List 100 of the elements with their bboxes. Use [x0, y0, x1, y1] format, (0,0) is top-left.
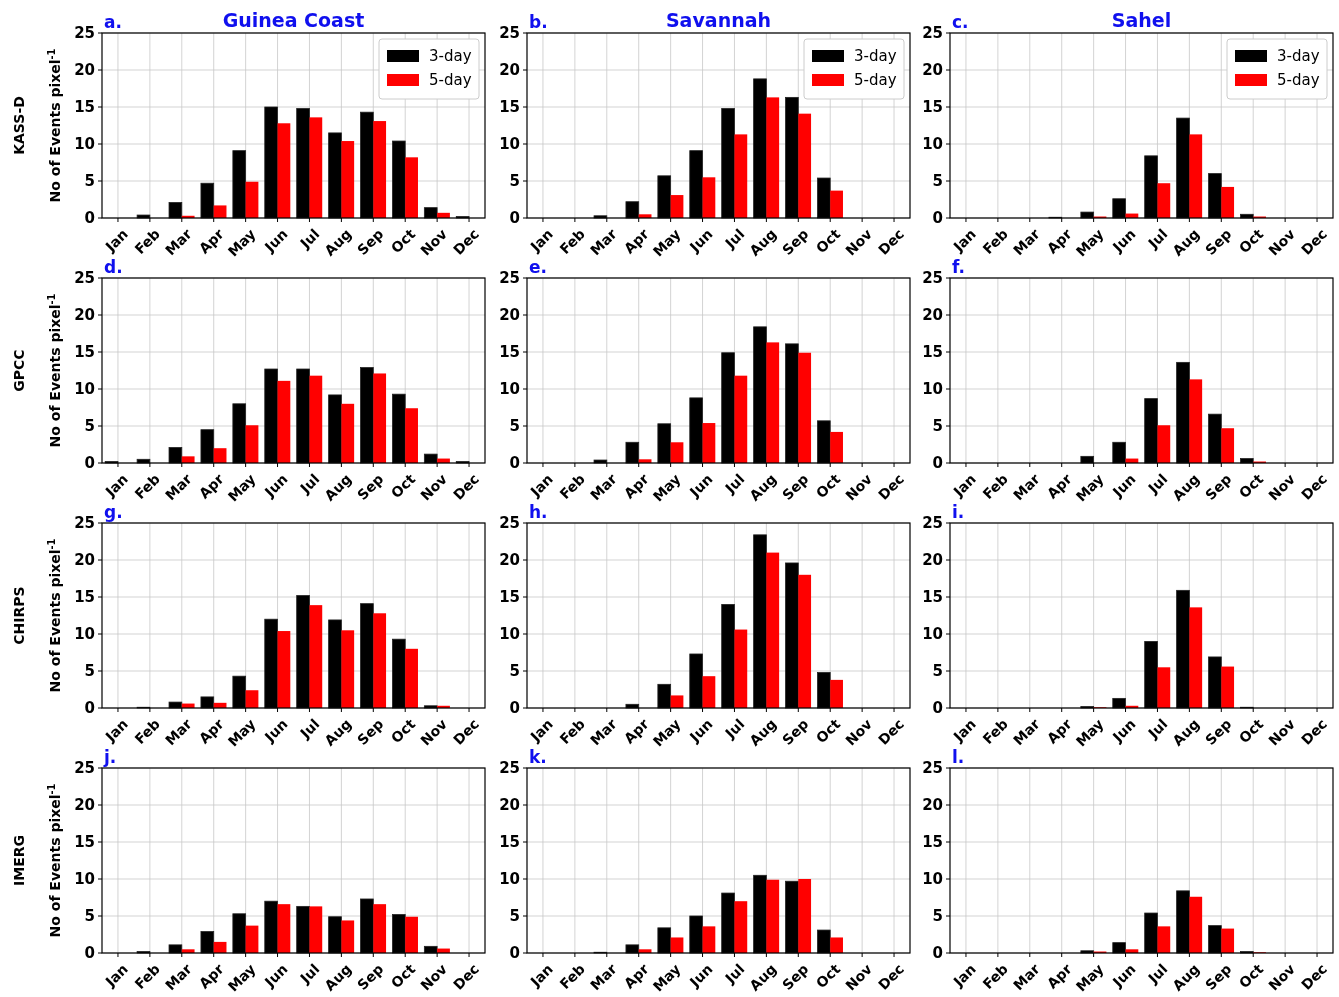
y-tick-label: 10: [499, 135, 520, 154]
y-tick-label: 10: [74, 625, 95, 644]
y-tick-label: 5: [509, 417, 520, 436]
x-tick-label: Oct: [387, 715, 419, 747]
y-tick-label: 20: [499, 551, 520, 570]
y-tick-label: 15: [74, 343, 95, 362]
y-tick-label: 15: [74, 588, 95, 607]
legend-label: 5-day: [429, 71, 472, 90]
x-tick-label: Oct: [812, 960, 844, 992]
x-tick-label: Feb: [556, 960, 588, 993]
text: i.: [952, 502, 965, 522]
y-tick-label: 15: [74, 98, 95, 117]
y-tick-label: 5: [84, 907, 95, 926]
y-tick-label: 20: [74, 306, 95, 325]
y-tick-label: 15: [499, 833, 520, 852]
y-tick-label: 5: [932, 172, 943, 191]
text: GPCC: [11, 349, 27, 392]
y-tick-label: 25: [74, 514, 95, 533]
x-tick-label: Oct: [1235, 715, 1267, 747]
y-tick-label: 5: [509, 907, 520, 926]
y-tick-label: 20: [922, 61, 943, 80]
y-tick-label: 5: [84, 417, 95, 436]
y-tick-label: 10: [499, 870, 520, 889]
y-tick-label: 15: [499, 343, 520, 362]
y-tick-label: 25: [74, 759, 95, 778]
y-tick-label: 0: [84, 209, 95, 228]
y-tick-label: 20: [74, 551, 95, 570]
y-tick-label: 25: [922, 759, 943, 778]
y-tick-label: 5: [932, 907, 943, 926]
y-tick-label: 0: [84, 454, 95, 473]
x-tick-label: Feb: [556, 225, 588, 258]
y-tick-label: 25: [74, 269, 95, 288]
y-tick-label: 20: [499, 61, 520, 80]
x-tick-label: Oct: [1235, 960, 1267, 992]
y-tick-label: 0: [932, 944, 943, 963]
y-tick-label: 10: [922, 135, 943, 154]
y-tick-label: 10: [922, 380, 943, 399]
y-tick-label: 20: [499, 306, 520, 325]
y-tick-label: 15: [922, 343, 943, 362]
x-tick-label: Oct: [1235, 470, 1267, 502]
y-tick-label: 25: [922, 514, 943, 533]
text: IMERG: [11, 835, 27, 886]
text: h.: [529, 502, 548, 522]
text: k.: [529, 747, 547, 767]
x-tick-label: Feb: [979, 715, 1011, 748]
y-tick-label: 20: [499, 796, 520, 815]
text: c.: [952, 12, 969, 32]
y-tick-label: 15: [922, 833, 943, 852]
x-tick-label: Feb: [556, 470, 588, 503]
x-tick-label: Feb: [979, 960, 1011, 993]
text: j.: [103, 747, 117, 767]
chart-title: Guinea Coast: [222, 9, 365, 31]
y-tick-label: 25: [922, 269, 943, 288]
y-tick-label: 0: [509, 699, 520, 718]
y-tick-label: 15: [499, 588, 520, 607]
text: b.: [529, 12, 548, 32]
y-tick-label: 0: [509, 454, 520, 473]
y-tick-label: 10: [74, 870, 95, 889]
x-tick-label: Oct: [387, 225, 419, 257]
x-tick-label: Oct: [812, 470, 844, 502]
y-tick-label: 5: [509, 172, 520, 191]
y-tick-label: 10: [499, 625, 520, 644]
y-tick-label: 10: [499, 380, 520, 399]
y-tick-label: 25: [499, 24, 520, 43]
y-tick-label: 25: [74, 24, 95, 43]
x-tick-label: Feb: [979, 225, 1011, 258]
x-tick-label: Feb: [131, 715, 163, 748]
y-tick-label: 25: [499, 269, 520, 288]
y-tick-label: 15: [922, 98, 943, 117]
legend-label: 3-day: [429, 47, 472, 66]
y-tick-label: 15: [922, 588, 943, 607]
text: KASS-D: [11, 96, 27, 155]
y-tick-label: 20: [922, 796, 943, 815]
legend-label: 3-day: [854, 47, 897, 66]
y-tick-label: 15: [499, 98, 520, 117]
y-tick-label: 5: [509, 662, 520, 681]
y-tick-label: 20: [922, 551, 943, 570]
chart-title: Sahel: [1111, 9, 1172, 31]
x-tick-label: Oct: [387, 470, 419, 502]
y-tick-label: 5: [84, 662, 95, 681]
x-tick-label: Oct: [387, 960, 419, 992]
legend-label: 3-day: [1277, 47, 1320, 66]
x-tick-label: Feb: [131, 470, 163, 503]
legend-label: 5-day: [1277, 71, 1320, 90]
y-tick-label: 25: [922, 24, 943, 43]
text: g.: [104, 502, 123, 522]
text: f.: [952, 257, 965, 277]
y-tick-label: 10: [74, 135, 95, 154]
y-tick-label: 25: [499, 759, 520, 778]
y-tick-label: 0: [932, 209, 943, 228]
y-tick-label: 0: [932, 699, 943, 718]
y-tick-label: 0: [509, 209, 520, 228]
text: e.: [529, 257, 547, 277]
chart-title: Savannah: [665, 9, 772, 31]
y-tick-label: 5: [932, 662, 943, 681]
x-tick-label: Feb: [979, 470, 1011, 503]
y-tick-label: 5: [932, 417, 943, 436]
y-tick-label: 10: [922, 625, 943, 644]
text: d.: [104, 257, 123, 277]
text: CHIRPS: [11, 586, 27, 645]
